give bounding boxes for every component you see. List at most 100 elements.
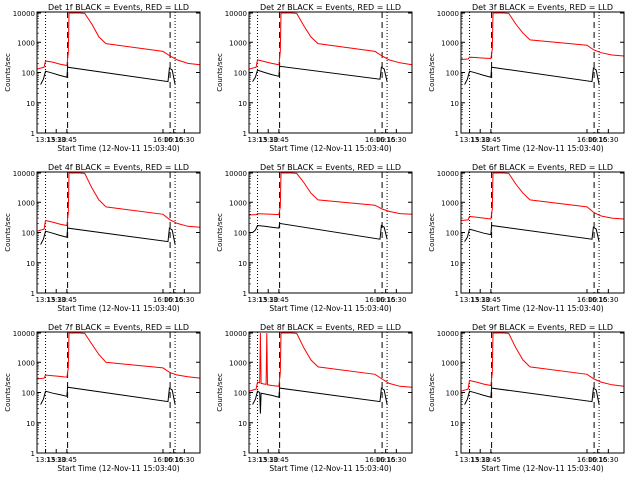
y-tick-label: 1 [243, 450, 247, 458]
x-tick-label: 16:15 [588, 296, 608, 304]
y-tick-label: 10 [26, 260, 35, 268]
x-tick-label: 16:15 [588, 456, 608, 464]
events-series-line [464, 387, 600, 405]
x-tick-label: 13:30 [258, 456, 278, 464]
x-tick-label: 13:45 [269, 136, 289, 144]
y-axis-label: Counts/sec [4, 373, 12, 412]
x-tick-label: 16:15 [164, 456, 184, 464]
x-axis-label: Start Time (12-Nov-11 15:03:40) [481, 144, 603, 153]
x-tick-label: 13:45 [481, 456, 501, 464]
y-tick-label: 1 [31, 450, 35, 458]
x-tick-label: 16:00 [365, 296, 385, 304]
y-axis-label: Counts/sec [4, 53, 12, 92]
x-tick-label: 16:15 [376, 296, 396, 304]
lld-series-line [36, 12, 201, 70]
chart-panel: Det 1f BLACK = Events, RED = LLD 1 10 100 10… [4, 3, 201, 153]
x-tick-label: 13:45 [57, 136, 77, 144]
x-axis-label: Start Time (12-Nov-11 15:03:40) [57, 464, 179, 473]
x-tick-label: 16:15 [588, 136, 608, 144]
lld-series-line [460, 172, 625, 221]
x-tick-label: 13:30 [46, 296, 66, 304]
x-tick-label: 13:45 [481, 136, 501, 144]
y-tick-label: 100 [234, 230, 247, 238]
chart-title: Det 2f BLACK = Events, RED = LLD [260, 3, 401, 12]
x-axis-label: Start Time (12-Nov-11 15:03:40) [481, 304, 603, 313]
y-tick-label: 10 [238, 100, 247, 108]
events-series-line [40, 227, 176, 245]
x-tick-label: 16:30 [598, 136, 618, 144]
chart-panel: Det 5f BLACK = Events, RED = LLD 1 10 100 10… [216, 163, 413, 313]
x-tick-label: 13:30 [470, 296, 490, 304]
x-tick-label: 13:15 [459, 296, 479, 304]
x-tick-label: 16:15 [376, 456, 396, 464]
events-series-line [40, 66, 176, 85]
x-tick-label: 16:30 [174, 296, 194, 304]
lld-series-line [36, 172, 201, 232]
events-series-line [40, 386, 176, 405]
chart-panel: Det 2f BLACK = Events, RED = LLD 1 10 100 10… [216, 3, 413, 153]
x-tick-label: 13:15 [35, 296, 55, 304]
y-tick-label: 10 [238, 420, 247, 428]
events-series-line [252, 387, 388, 414]
x-tick-label: 13:30 [258, 136, 278, 144]
y-tick-label: 100 [22, 390, 35, 398]
y-tick-label: 10000 [437, 330, 459, 338]
y-tick-label: 10 [450, 260, 459, 268]
x-axis-label: Start Time (12-Nov-11 15:03:40) [57, 144, 179, 153]
chart-title: Det 7f BLACK = Events, RED = LLD [48, 323, 189, 332]
x-axis-label: Start Time (12-Nov-11 15:03:40) [269, 304, 391, 313]
chart-panel: Det 4f BLACK = Events, RED = LLD 1 10 100 10… [4, 163, 201, 313]
y-tick-label: 10000 [13, 170, 35, 178]
y-tick-label: 100 [234, 70, 247, 78]
events-series-line [464, 66, 600, 85]
x-tick-label: 16:15 [164, 296, 184, 304]
x-axis-label: Start Time (12-Nov-11 15:03:40) [269, 464, 391, 473]
y-tick-label: 10000 [225, 10, 247, 18]
y-tick-label: 1 [31, 290, 35, 298]
x-tick-label: 16:30 [598, 456, 618, 464]
x-tick-label: 16:15 [376, 136, 396, 144]
x-tick-label: 13:30 [258, 296, 278, 304]
y-tick-label: 100 [446, 230, 459, 238]
x-tick-label: 13:45 [57, 456, 77, 464]
x-axis-label: Start Time (12-Nov-11 15:03:40) [57, 304, 179, 313]
y-tick-label: 1000 [17, 39, 35, 47]
y-tick-label: 1 [243, 290, 247, 298]
x-tick-label: 13:30 [470, 136, 490, 144]
y-tick-label: 100 [446, 70, 459, 78]
x-tick-label: 16:00 [153, 296, 173, 304]
y-tick-label: 10 [450, 100, 459, 108]
x-tick-label: 13:15 [459, 456, 479, 464]
chart-title: Det 9f BLACK = Events, RED = LLD [472, 323, 613, 332]
lld-series-line [36, 332, 201, 380]
lld-series-line [460, 12, 625, 60]
x-tick-label: 16:30 [386, 136, 406, 144]
chart-title: Det 3f BLACK = Events, RED = LLD [472, 3, 613, 12]
x-tick-label: 16:00 [577, 136, 597, 144]
x-tick-label: 16:00 [365, 136, 385, 144]
x-tick-label: 16:00 [153, 456, 173, 464]
y-tick-label: 10000 [13, 330, 35, 338]
events-series-line [252, 222, 388, 240]
y-tick-label: 1 [455, 130, 459, 138]
chart-panel: Det 8f BLACK = Events, RED = LLD 1 10 100 10… [216, 323, 413, 473]
y-tick-label: 100 [22, 230, 35, 238]
y-tick-label: 1 [455, 290, 459, 298]
x-tick-label: 13:45 [57, 296, 77, 304]
y-tick-label: 1000 [441, 199, 459, 207]
y-tick-label: 1 [31, 130, 35, 138]
y-tick-label: 1000 [441, 359, 459, 367]
chart-title: Det 6f BLACK = Events, RED = LLD [472, 163, 613, 172]
chart-panel: Det 9f BLACK = Events, RED = LLD 1 10 100 10… [428, 323, 625, 473]
x-tick-label: 13:15 [35, 456, 55, 464]
y-tick-label: 10 [26, 420, 35, 428]
x-tick-label: 13:15 [35, 136, 55, 144]
chart-title: Det 8f BLACK = Events, RED = LLD [260, 323, 401, 332]
x-tick-label: 16:00 [577, 456, 597, 464]
y-axis-label: Counts/sec [428, 373, 436, 412]
lld-series-line [460, 332, 625, 392]
chart-title: Det 1f BLACK = Events, RED = LLD [48, 3, 189, 12]
chart-title: Det 5f BLACK = Events, RED = LLD [260, 163, 401, 172]
y-tick-label: 10 [26, 100, 35, 108]
